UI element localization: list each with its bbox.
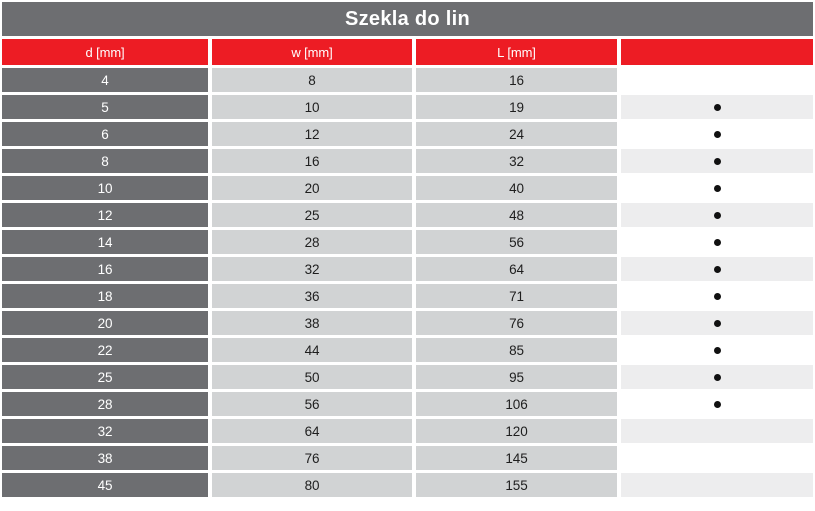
cell-d: 10 xyxy=(2,176,208,200)
cell-l: 106 xyxy=(416,392,617,416)
cell-w: 44 xyxy=(212,338,412,362)
cell-d: 12 xyxy=(2,203,208,227)
cell-availability xyxy=(621,473,813,497)
cell-d: 20 xyxy=(2,311,208,335)
cell-availability xyxy=(621,203,813,227)
bullet-dot-icon xyxy=(713,157,721,165)
col-header-l: L [mm] xyxy=(416,39,617,65)
cell-d: 18 xyxy=(2,284,208,308)
table-title: Szekla do lin xyxy=(2,2,813,36)
cell-l: 64 xyxy=(416,257,617,281)
cell-w: 16 xyxy=(212,149,412,173)
bullet-dot-icon xyxy=(713,184,721,192)
cell-l: 155 xyxy=(416,473,617,497)
bullet-dot-icon xyxy=(713,292,721,300)
cell-d: 6 xyxy=(2,122,208,146)
cell-l: 48 xyxy=(416,203,617,227)
spec-sheet: Szekla do lin d [mm] w [mm] L [mm] 4 8 1… xyxy=(2,2,813,497)
cell-d: 22 xyxy=(2,338,208,362)
bullet-dot-icon xyxy=(713,373,721,381)
cell-d: 28 xyxy=(2,392,208,416)
col-header-d: d [mm] xyxy=(2,39,208,65)
cell-w: 38 xyxy=(212,311,412,335)
cell-d: 14 xyxy=(2,230,208,254)
cell-l: 19 xyxy=(416,95,617,119)
bullet-dot-icon xyxy=(713,103,721,111)
cell-l: 85 xyxy=(416,338,617,362)
cell-w: 12 xyxy=(212,122,412,146)
cell-d: 4 xyxy=(2,68,208,92)
col-header-extra xyxy=(621,39,813,65)
cell-w: 32 xyxy=(212,257,412,281)
cell-w: 10 xyxy=(212,95,412,119)
cell-l: 16 xyxy=(416,68,617,92)
cell-l: 32 xyxy=(416,149,617,173)
cell-l: 145 xyxy=(416,446,617,470)
cell-d: 32 xyxy=(2,419,208,443)
cell-d: 38 xyxy=(2,446,208,470)
cell-availability xyxy=(621,284,813,308)
cell-w: 50 xyxy=(212,365,412,389)
cell-availability xyxy=(621,419,813,443)
bullet-dot-icon xyxy=(713,319,721,327)
bullet-dot-icon xyxy=(713,400,721,408)
cell-w: 8 xyxy=(212,68,412,92)
cell-w: 36 xyxy=(212,284,412,308)
bullet-dot-icon xyxy=(713,211,721,219)
cell-availability xyxy=(621,311,813,335)
cell-availability xyxy=(621,257,813,281)
cell-l: 24 xyxy=(416,122,617,146)
cell-availability xyxy=(621,446,813,470)
cell-l: 76 xyxy=(416,311,617,335)
cell-availability xyxy=(621,122,813,146)
cell-d: 45 xyxy=(2,473,208,497)
cell-w: 80 xyxy=(212,473,412,497)
cell-d: 25 xyxy=(2,365,208,389)
cell-l: 56 xyxy=(416,230,617,254)
size-table: d [mm] w [mm] L [mm] 4 8 16 5 10 19 6 12… xyxy=(2,39,813,497)
cell-l: 120 xyxy=(416,419,617,443)
cell-availability xyxy=(621,338,813,362)
bullet-dot-icon xyxy=(713,346,721,354)
cell-w: 20 xyxy=(212,176,412,200)
cell-w: 28 xyxy=(212,230,412,254)
cell-l: 40 xyxy=(416,176,617,200)
cell-d: 8 xyxy=(2,149,208,173)
cell-w: 56 xyxy=(212,392,412,416)
cell-l: 95 xyxy=(416,365,617,389)
cell-availability xyxy=(621,230,813,254)
bullet-dot-icon xyxy=(713,265,721,273)
cell-availability xyxy=(621,68,813,92)
cell-availability xyxy=(621,176,813,200)
cell-w: 76 xyxy=(212,446,412,470)
cell-w: 64 xyxy=(212,419,412,443)
bullet-dot-icon xyxy=(713,130,721,138)
cell-availability xyxy=(621,392,813,416)
cell-w: 25 xyxy=(212,203,412,227)
col-header-w: w [mm] xyxy=(212,39,412,65)
cell-d: 5 xyxy=(2,95,208,119)
cell-availability xyxy=(621,149,813,173)
cell-d: 16 xyxy=(2,257,208,281)
cell-availability xyxy=(621,95,813,119)
bullet-dot-icon xyxy=(713,238,721,246)
cell-l: 71 xyxy=(416,284,617,308)
cell-availability xyxy=(621,365,813,389)
